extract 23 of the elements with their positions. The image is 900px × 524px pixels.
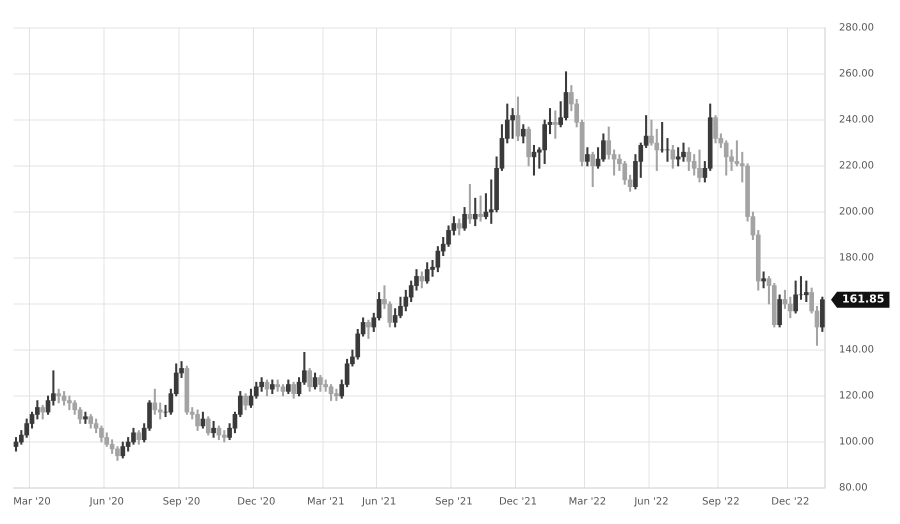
x-tick-label: Sep '21 [435,496,473,508]
x-tick-label: Dec '21 [498,496,537,508]
y-tick-label: 120.00 [839,390,874,402]
x-tick-label: Dec '20 [237,496,276,508]
x-tick-label: Sep '20 [162,496,200,508]
x-tick-label: Mar '20 [13,496,51,508]
x-tick-label: Jun '20 [88,496,124,508]
y-tick-label: 240.00 [839,114,874,126]
y-tick-label: 100.00 [839,436,874,448]
y-tick-label: 220.00 [839,160,874,172]
x-tick-label: Sep '22 [702,496,740,508]
y-tick-label: 180.00 [839,252,874,264]
text: 161.85 [842,292,884,306]
y-tick-label: 140.00 [839,344,874,356]
x-tick-label: Mar '22 [568,496,606,508]
x-tick-label: Dec '22 [771,496,810,508]
y-tick-label: 200.00 [839,206,874,218]
y-tick-label: 280.00 [839,22,874,34]
x-tick-label: Jun '21 [360,496,396,508]
y-tick-label: 260.00 [839,68,874,80]
y-tick-label: 80.00 [839,482,868,494]
x-tick-label: Mar '21 [306,496,344,508]
x-tick-label: Jun '22 [633,496,669,508]
